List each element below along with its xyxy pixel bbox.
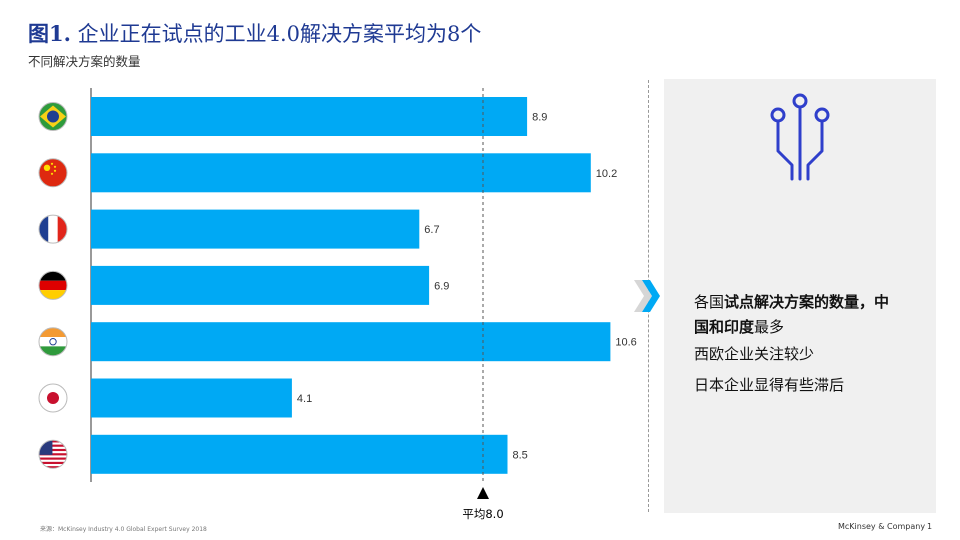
insight-message-1-bold: 试点解决方案的数量，中国和印度 — [694, 293, 890, 336]
bar-chart: 8.9 10.2 6.7 6.9 10.6 4.1 8.5 平均8.0 — [38, 88, 637, 521]
page-number: 1 — [927, 522, 933, 531]
insight-message-1-post: 最多 — [754, 318, 785, 336]
bar-value-label: 6.7 — [424, 224, 439, 236]
circuit-icon — [770, 93, 830, 181]
china-flag — [38, 158, 68, 188]
chart-title: 图1. 企业正在试点的工业4.0解决方案平均为8个 — [28, 18, 481, 48]
bar-value-label: 4.1 — [297, 393, 312, 405]
insight-panel — [664, 79, 936, 513]
source-note: 来源：McKinsey Industry 4.0 Global Expert S… — [40, 526, 207, 533]
france-flag — [38, 214, 68, 244]
bar — [91, 153, 591, 193]
figure-number: 图1. — [28, 21, 71, 46]
bar — [91, 97, 528, 136]
chevron-right-icon — [634, 280, 660, 312]
insight-message-1: 各国试点解决方案的数量，中国和印度最多 — [694, 290, 904, 340]
title-text: 企业正在试点的工业4.0解决方案平均为8个 — [77, 22, 482, 46]
bar — [91, 322, 611, 362]
usa-flag — [38, 439, 68, 469]
bar-value-label: 8.9 — [532, 112, 547, 124]
bar — [91, 378, 292, 418]
bar — [91, 434, 508, 474]
brand-name: McKinsey & Company — [838, 522, 926, 531]
average-marker — [477, 487, 489, 499]
brazil-flag — [38, 102, 68, 131]
bar-value-label: 10.2 — [596, 168, 617, 180]
insight-message-2: 西欧企业关注较少 — [694, 345, 815, 363]
bar-value-label: 8.5 — [513, 449, 528, 461]
chart-subtitle: 不同解决方案的数量 — [28, 54, 141, 69]
insight-message-3: 日本企业显得有些滞后 — [694, 376, 845, 394]
bar-value-label: 6.9 — [434, 280, 449, 292]
germany-flag — [38, 270, 68, 300]
bar — [91, 265, 430, 305]
bar-value-label: 10.6 — [615, 337, 636, 349]
japan-flag — [38, 383, 68, 413]
bar — [91, 209, 420, 249]
insight-message-1-pre: 各国 — [694, 293, 725, 311]
average-label: 平均8.0 — [462, 507, 503, 521]
india-flag — [38, 327, 68, 357]
